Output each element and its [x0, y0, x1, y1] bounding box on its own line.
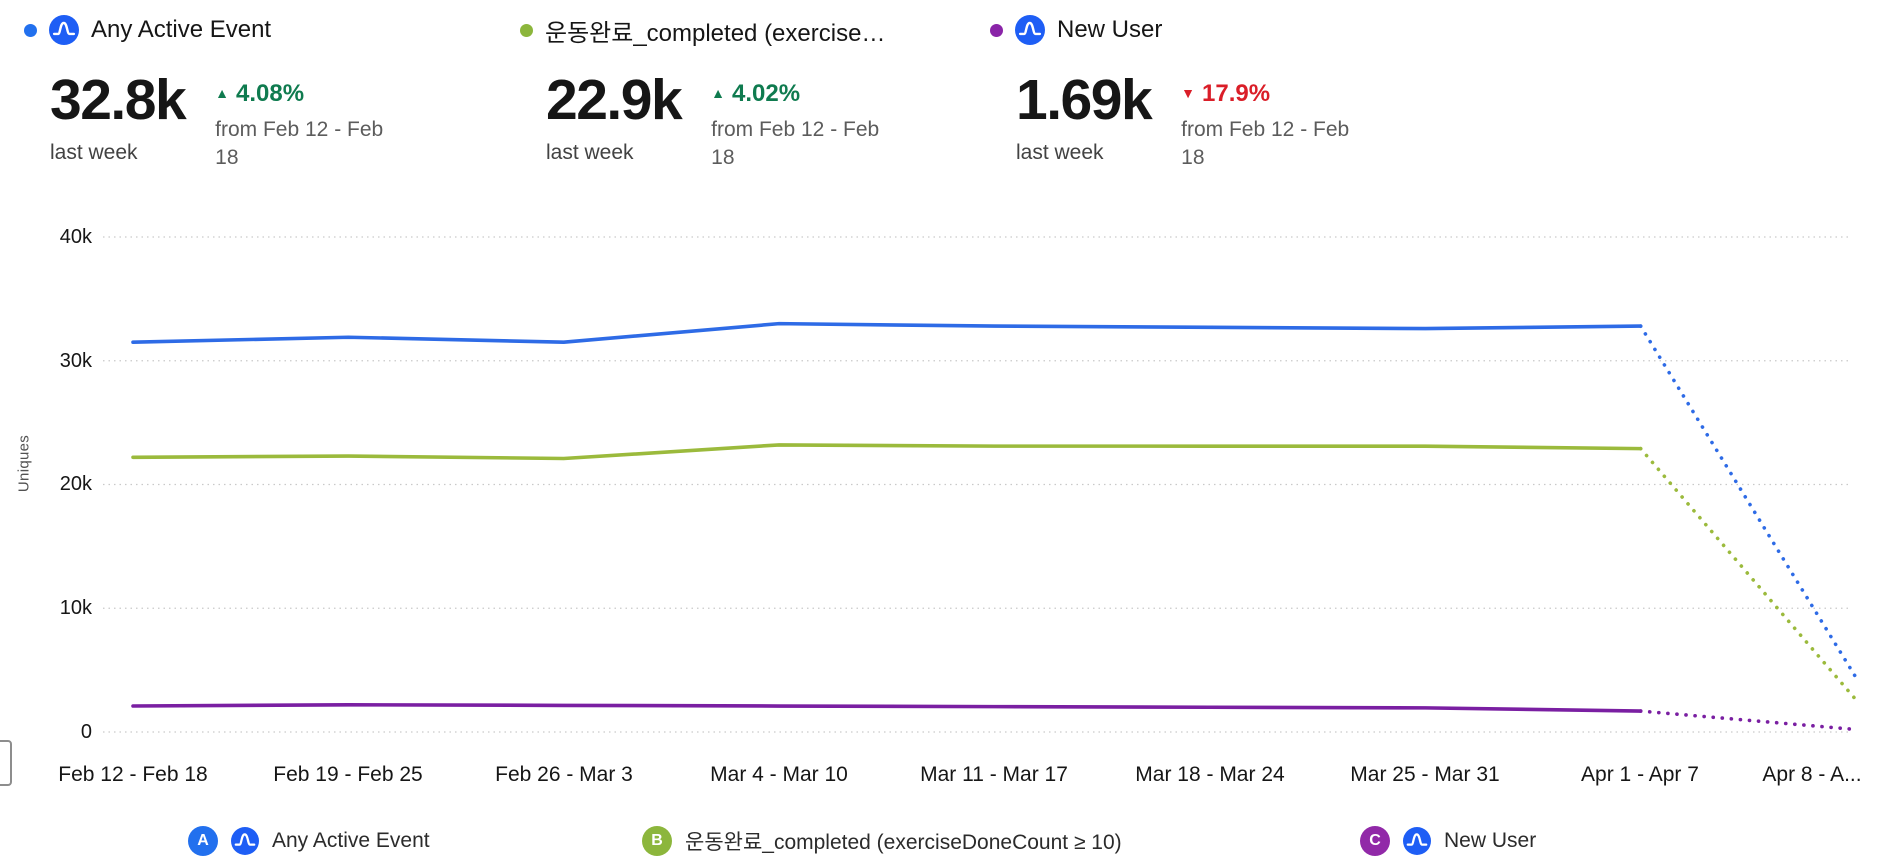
x-axis-label: Mar 11 - Mar 17 — [920, 763, 1068, 786]
delta-arrow-icon: ▲ — [711, 85, 725, 101]
stat-value: 22.9k — [546, 68, 683, 132]
x-axis-label: Feb 19 - Feb 25 — [273, 763, 423, 786]
stat-delta: ▲ 4.02% — [711, 80, 906, 108]
legend-label: New User — [1444, 829, 1537, 852]
stat-card-header: 운동완료_completed (exercise… — [520, 14, 906, 47]
y-tick-label: 10k — [59, 597, 92, 619]
stat-delta: ▲ 4.08% — [215, 80, 410, 108]
series-line-purple[interactable] — [131, 702, 1643, 713]
delta-arrow-icon: ▲ — [215, 85, 229, 101]
amplitude-event-icon — [231, 827, 259, 855]
series-color-dot-green — [520, 23, 533, 37]
stat-card-title[interactable]: New User — [1057, 16, 1163, 43]
x-axis-label: Mar 18 - Mar 24 — [1135, 763, 1285, 786]
stat-period: last week — [546, 141, 634, 164]
partial-ui-artifact — [0, 740, 12, 786]
y-tick-label: 30k — [59, 350, 92, 372]
stat-card-header: New User — [990, 14, 1376, 46]
stat-compare-range: from Feb 12 - Feb 18 — [215, 118, 384, 169]
amplitude-event-icon — [49, 15, 79, 45]
series-line-projection-green[interactable] — [1638, 446, 1858, 702]
stat-card-title[interactable]: Any Active Event — [91, 16, 272, 43]
stat-card-header: Any Active Event — [24, 14, 410, 46]
legend-badge-a: A — [188, 826, 218, 856]
legend-item-any-active-event[interactable]: A Any Active Event — [188, 826, 430, 856]
stat-period: last week — [50, 141, 138, 164]
stat-card-title[interactable]: 운동완료_completed (exercise… — [545, 19, 886, 47]
legend-badge-b: B — [642, 826, 672, 856]
delta-value: 4.08% — [236, 80, 305, 107]
series-line-blue[interactable] — [131, 321, 1643, 344]
y-tick-label: 0 — [80, 721, 92, 743]
x-axis-label: Feb 26 - Mar 3 — [495, 763, 633, 786]
y-tick-label: 20k — [59, 473, 92, 495]
stat-card-body: 22.9k last week ▲ 4.02% from Feb 12 - Fe… — [546, 72, 906, 171]
delta-value: 4.02% — [732, 80, 801, 107]
x-axis-label: Apr 8 - A... — [1762, 763, 1862, 786]
x-axis-label: Feb 12 - Feb 18 — [58, 763, 208, 786]
legend-badge-c: C — [1360, 826, 1390, 856]
legend-label: Any Active Event — [272, 829, 430, 852]
stat-card-exercise-completed: 운동완료_completed (exercise… 22.9k last wee… — [520, 14, 906, 171]
stat-card-new-user: New User 1.69k last week ▼ 17.9% from Fe… — [990, 14, 1376, 171]
delta-arrow-icon: ▼ — [1181, 85, 1195, 101]
stat-compare-range: from Feb 12 - Feb 18 — [1181, 118, 1350, 169]
stat-period: last week — [1016, 141, 1104, 164]
x-axis-label: Mar 25 - Mar 31 — [1350, 763, 1500, 786]
legend-label: 운동완료_completed (exerciseDoneCount ≥ 10) — [685, 831, 1122, 854]
amplitude-event-icon — [1403, 827, 1431, 855]
series-line-projection-blue[interactable] — [1638, 324, 1858, 680]
stat-card-body: 1.69k last week ▼ 17.9% from Feb 12 - Fe… — [1016, 72, 1376, 171]
stat-compare-range: from Feb 12 - Feb 18 — [711, 118, 880, 169]
line-chart-plot-area[interactable] — [0, 210, 1898, 755]
series-line-projection-purple[interactable] — [1638, 709, 1858, 732]
stat-delta: ▼ 17.9% — [1181, 80, 1376, 108]
stat-card-any-active-event: Any Active Event 32.8k last week ▲ 4.08%… — [24, 14, 410, 171]
series-color-dot-purple — [990, 23, 1003, 37]
stat-card-body: 32.8k last week ▲ 4.08% from Feb 12 - Fe… — [50, 72, 410, 171]
amplitude-event-icon — [1015, 15, 1045, 45]
stat-value: 32.8k — [50, 68, 187, 132]
delta-value: 17.9% — [1202, 80, 1271, 107]
x-axis-label: Mar 4 - Mar 10 — [710, 763, 848, 786]
series-color-dot-blue — [24, 23, 37, 37]
series-line-green[interactable] — [131, 443, 1643, 461]
legend-item-exercise-completed[interactable]: B 운동완료_completed (exerciseDoneCount ≥ 10… — [642, 826, 1122, 856]
legend-item-new-user[interactable]: C New User — [1360, 826, 1536, 856]
stat-value: 1.69k — [1016, 68, 1153, 132]
y-tick-label: 40k — [59, 226, 92, 248]
x-axis-label: Apr 1 - Apr 7 — [1581, 763, 1699, 786]
